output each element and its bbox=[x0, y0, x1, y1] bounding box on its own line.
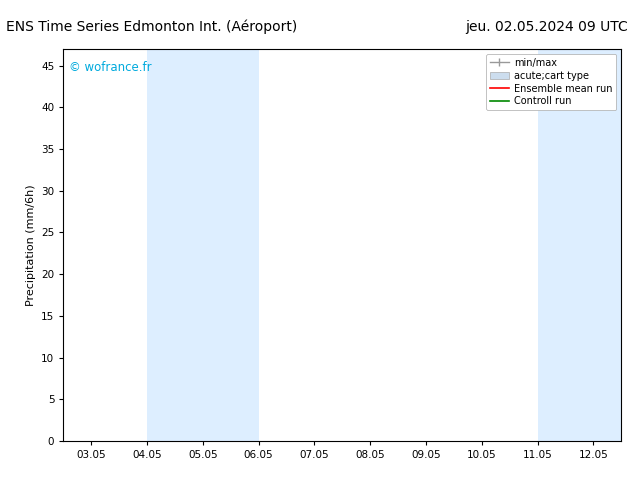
Bar bbox=[147, 49, 259, 441]
Text: jeu. 02.05.2024 09 UTC: jeu. 02.05.2024 09 UTC bbox=[465, 20, 628, 34]
Legend: min/max, acute;cart type, Ensemble mean run, Controll run: min/max, acute;cart type, Ensemble mean … bbox=[486, 54, 616, 110]
Bar bbox=[538, 49, 634, 441]
Text: ENS Time Series Edmonton Int. (Aéroport): ENS Time Series Edmonton Int. (Aéroport) bbox=[6, 20, 297, 34]
Text: © wofrance.fr: © wofrance.fr bbox=[69, 61, 152, 74]
Y-axis label: Precipitation (mm/6h): Precipitation (mm/6h) bbox=[25, 184, 36, 306]
